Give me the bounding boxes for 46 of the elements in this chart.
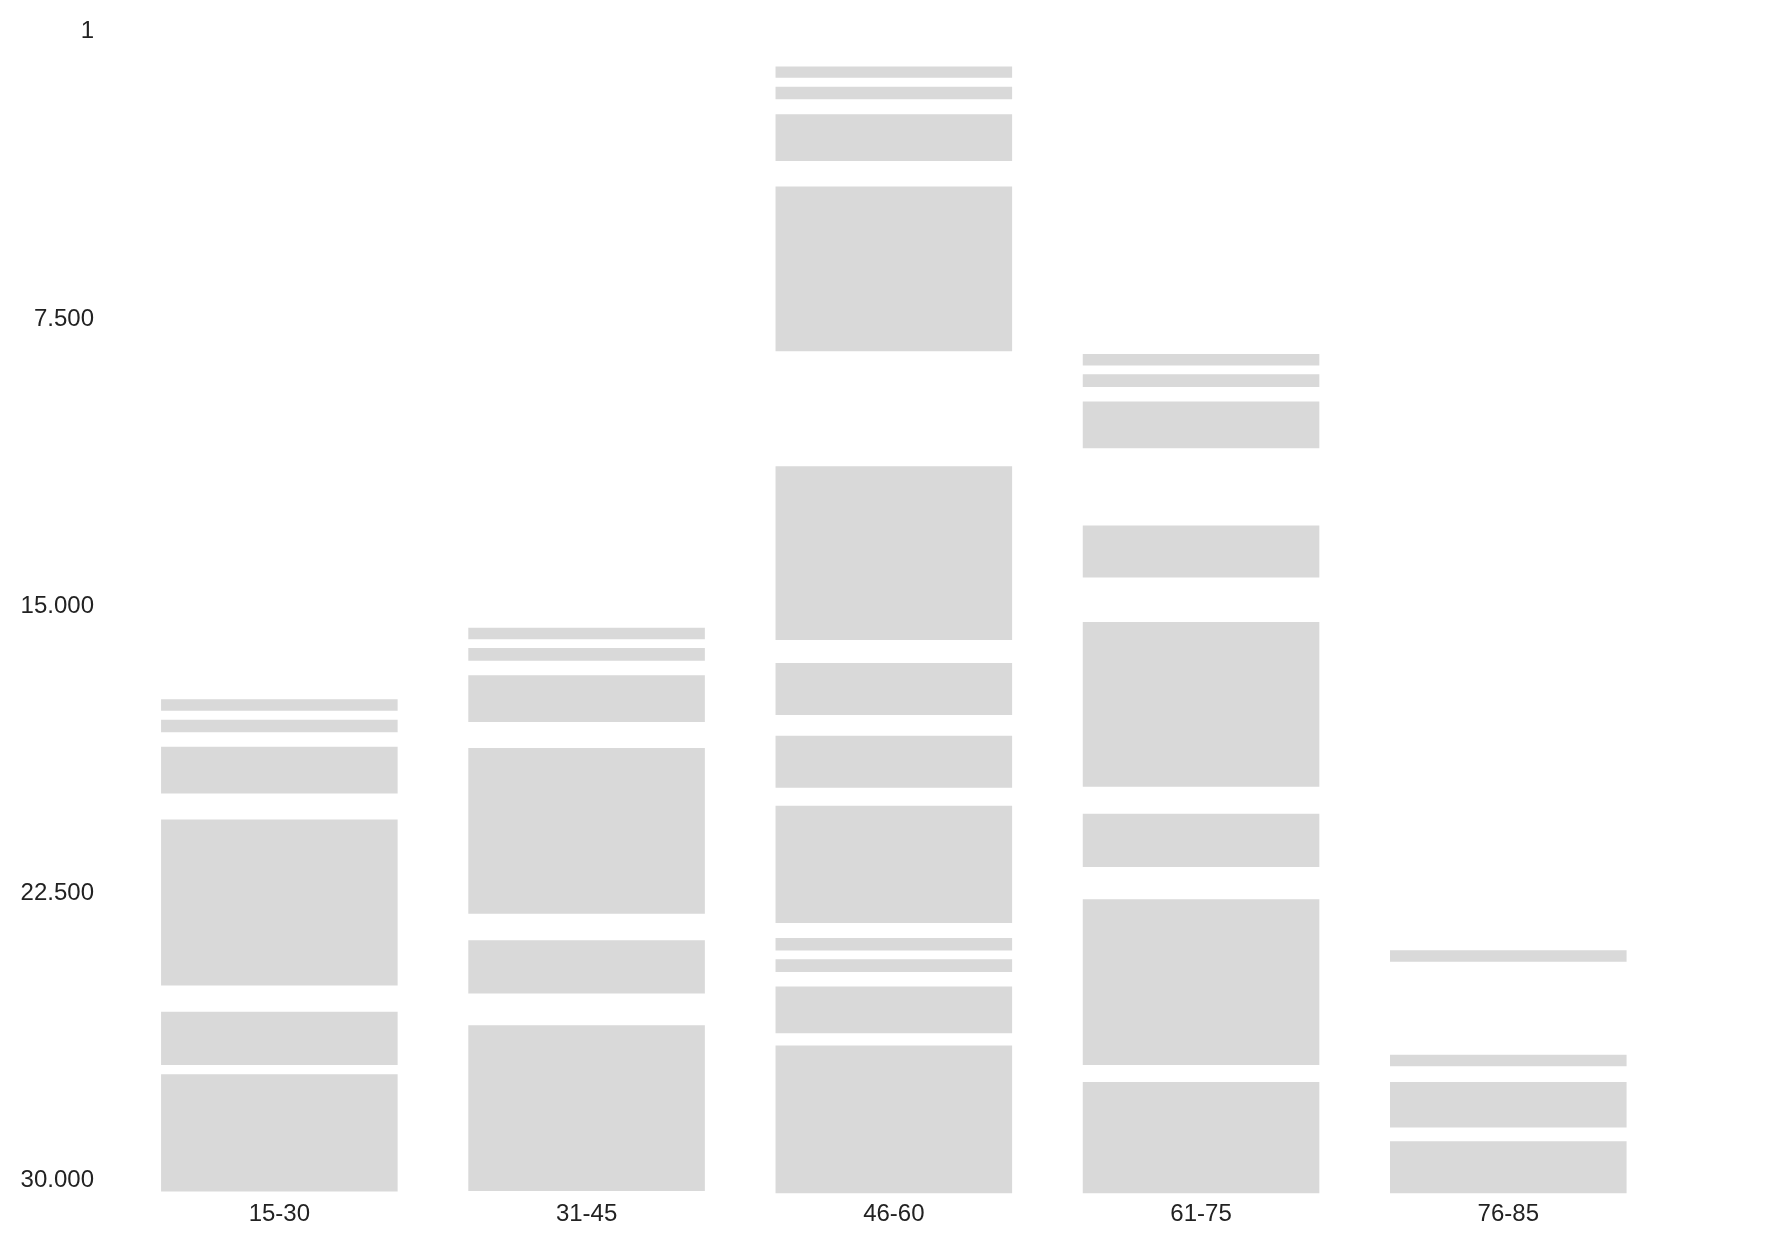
bar bbox=[1082, 374, 1320, 387]
bar bbox=[775, 735, 1013, 788]
bar bbox=[775, 114, 1013, 161]
bar bbox=[468, 627, 705, 640]
y-tick-label: 22.500 bbox=[20, 877, 94, 905]
bar bbox=[1390, 1141, 1627, 1194]
y-tick-label: 15.000 bbox=[20, 590, 94, 618]
bar bbox=[161, 819, 398, 986]
bar bbox=[775, 86, 1013, 100]
bar bbox=[775, 66, 1013, 78]
bar bbox=[1082, 1081, 1320, 1194]
bar bbox=[775, 186, 1013, 352]
bar bbox=[1082, 525, 1320, 578]
bar bbox=[775, 466, 1013, 640]
bar bbox=[1082, 899, 1320, 1066]
bar bbox=[775, 805, 1013, 923]
bar bbox=[161, 719, 398, 733]
bar bbox=[1082, 401, 1320, 449]
bar bbox=[468, 675, 705, 722]
bar bbox=[1390, 950, 1627, 962]
bar bbox=[161, 699, 398, 711]
bar bbox=[1082, 813, 1320, 868]
bar bbox=[468, 940, 705, 994]
bar bbox=[468, 747, 705, 914]
bar bbox=[468, 1025, 705, 1192]
bar bbox=[161, 1011, 398, 1066]
x-tick-label: 76-85 bbox=[1477, 1199, 1539, 1226]
y-tick-label: 7.500 bbox=[33, 303, 94, 331]
bar bbox=[1390, 1081, 1627, 1128]
bar bbox=[468, 648, 705, 661]
bar bbox=[775, 937, 1013, 951]
bar bbox=[1082, 622, 1320, 787]
bar bbox=[161, 1074, 398, 1192]
x-tick-label: 15-30 bbox=[248, 1199, 311, 1226]
bar bbox=[1082, 353, 1320, 366]
bar bbox=[775, 959, 1013, 972]
x-tick-label: 31-45 bbox=[555, 1199, 618, 1226]
bar bbox=[775, 986, 1013, 1034]
x-tick-label: 46-60 bbox=[863, 1199, 925, 1226]
bar bbox=[1390, 1054, 1627, 1067]
y-tick-label: 1 bbox=[80, 16, 94, 44]
bar bbox=[775, 662, 1013, 716]
bar bbox=[775, 1045, 1013, 1194]
bar bbox=[161, 746, 398, 794]
y-tick-label: 30.000 bbox=[20, 1165, 94, 1193]
x-tick-label: 61-75 bbox=[1170, 1199, 1232, 1226]
